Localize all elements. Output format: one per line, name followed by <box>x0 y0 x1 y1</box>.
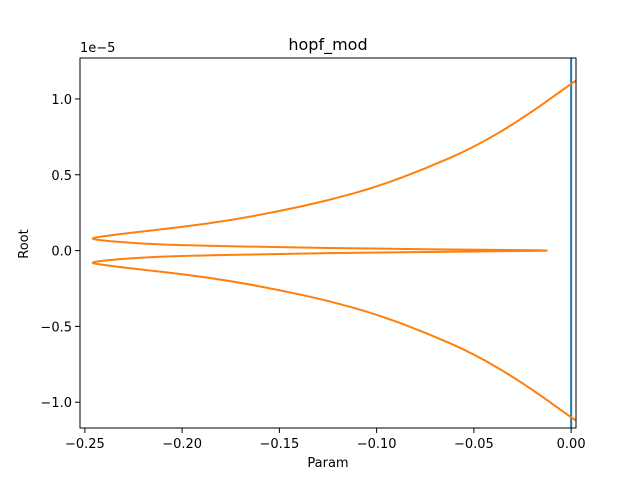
x-axis-label: Param <box>307 456 348 471</box>
x-tick-label: −0.05 <box>454 437 494 452</box>
y-scale-label: 1e−5 <box>80 41 115 56</box>
y-tick-label: −1.0 <box>40 396 72 411</box>
series-layer <box>91 58 577 428</box>
chart-title: hopf_mod <box>288 35 367 55</box>
y-tick-label: −0.5 <box>40 320 72 335</box>
series-line-1 <box>91 79 577 422</box>
y-tick-label: 1.0 <box>51 93 72 108</box>
x-tick-label: −0.10 <box>357 437 397 452</box>
y-axis-label: Root <box>17 229 32 258</box>
x-tick-label: −0.25 <box>65 437 105 452</box>
x-tick-label: 0.00 <box>557 437 586 452</box>
y-tick-label: 0.5 <box>51 169 72 184</box>
x-tick-label: −0.20 <box>162 437 202 452</box>
plot-area-frame <box>79 57 577 429</box>
y-axis-ticks: 1.0 0.5 0.0 −0.5 −1.0 <box>40 93 80 411</box>
x-axis-ticks: −0.25 −0.20 −0.15 −0.10 −0.05 0.00 <box>65 428 586 452</box>
y-tick-label: 0.0 <box>51 245 72 260</box>
x-tick-label: −0.15 <box>259 437 299 452</box>
